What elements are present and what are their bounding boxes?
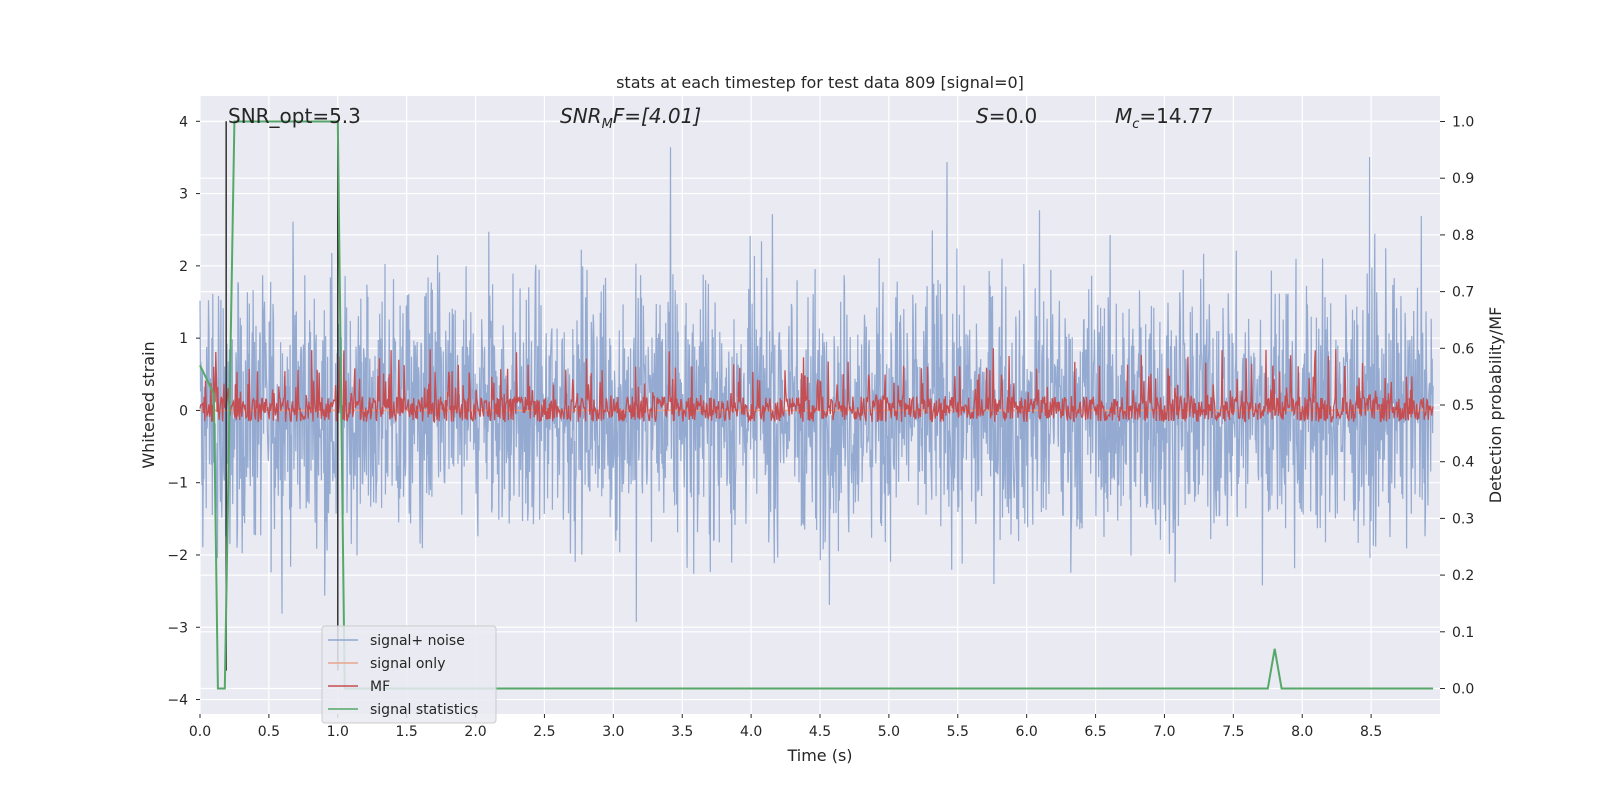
x-axis-label: Time (s) <box>786 746 852 765</box>
mc-symbol: M <box>1115 104 1132 128</box>
x-tick-label: 3.0 <box>602 724 624 740</box>
y-right-tick-label: 0.7 <box>1452 285 1474 301</box>
x-axis-ticks: 0.0 0.5 1.0 1.5 2.0 2.5 3.0 3.5 4.0 4.5 5.0 5.5 6.0 6… <box>189 714 1382 740</box>
x-tick-label: 6.5 <box>1084 724 1106 740</box>
snr-mf-rest: F=[4.01] <box>613 104 701 128</box>
x-tick-label: 1.5 <box>396 724 418 740</box>
s-symbol: S <box>976 104 989 128</box>
series-signal-noise <box>199 147 1434 622</box>
x-tick-label: 0.0 <box>189 724 211 740</box>
mc-subscript: c <box>1132 117 1139 132</box>
x-tick-label: 2.0 <box>464 724 486 740</box>
snr-mf-subscript: M <box>602 117 613 132</box>
x-tick-label: 4.5 <box>809 724 831 740</box>
x-tick-label: 5.5 <box>947 724 969 740</box>
x-tick-label: 7.5 <box>1222 724 1244 740</box>
x-tick-label: 6.0 <box>1016 724 1038 740</box>
annotation-snr-mf: SNRMF=[4.01] <box>560 104 701 132</box>
x-tick-label: 7.0 <box>1153 724 1175 740</box>
y-right-tick-label: 0.1 <box>1452 625 1474 641</box>
y-right-tick-label: 0.0 <box>1452 681 1474 697</box>
annotation-mc: Mc=14.77 <box>1115 104 1213 132</box>
noise-trace <box>199 147 1434 622</box>
x-tick-label: 8.5 <box>1360 724 1382 740</box>
annotation-snr-opt: SNR_opt=5.3 <box>228 104 361 128</box>
y-left-axis-ticks: 4 3 2 1 0 −1 −2 −3 −4 <box>167 114 200 709</box>
legend-label-stats: signal statistics <box>370 702 478 718</box>
x-tick-label: 1.0 <box>327 724 349 740</box>
x-tick-label: 5.0 <box>878 724 900 740</box>
y-right-tick-label: 0.4 <box>1452 455 1474 471</box>
y-left-tick-label: −4 <box>167 693 188 709</box>
y-right-tick-label: 0.6 <box>1452 341 1474 357</box>
stats-line <box>199 120 1434 690</box>
mc-rest: =14.77 <box>1139 104 1213 128</box>
annotation-s: S=0.0 <box>976 104 1037 128</box>
y-right-tick-label: 0.2 <box>1452 568 1474 584</box>
x-tick-label: 8.0 <box>1291 724 1313 740</box>
chart-title: stats at each timestep for test data 809… <box>616 73 1024 92</box>
y-right-tick-label: 0.5 <box>1452 398 1474 414</box>
x-tick-label: 4.0 <box>740 724 762 740</box>
series-signal-statistics <box>199 120 1434 690</box>
y-right-tick-label: 0.3 <box>1452 511 1474 527</box>
y-left-tick-label: 1 <box>179 331 188 347</box>
x-tick-label: 2.5 <box>533 724 555 740</box>
y-left-tick-label: −3 <box>167 620 188 636</box>
y-right-tick-label: 0.9 <box>1452 171 1474 187</box>
y-left-tick-label: 0 <box>179 403 188 419</box>
y-right-tick-label: 0.8 <box>1452 228 1474 244</box>
y-right-axis-label: Detection probability/MF <box>1486 307 1505 504</box>
y-left-axis-label: Whitened strain <box>139 341 158 468</box>
x-tick-label: 0.5 <box>258 724 280 740</box>
y-left-tick-label: −2 <box>167 548 188 564</box>
series-mf <box>199 348 1434 424</box>
y-left-tick-label: 2 <box>179 259 188 275</box>
legend-box <box>321 625 497 724</box>
legend-label-noise: signal+ noise <box>370 633 465 649</box>
snr-mf-symbol: SNR <box>560 104 602 128</box>
y-right-axis-ticks: 1.0 0.9 0.8 0.7 0.6 0.5 0.4 0.3 0.2 0.1 0.0 <box>1440 115 1474 697</box>
y-right-tick-label: 1.0 <box>1452 115 1474 131</box>
s-rest: =0.0 <box>989 104 1038 128</box>
y-left-tick-label: 3 <box>179 187 188 203</box>
legend: signal+ noise signal only MF signal stat… <box>321 625 497 724</box>
x-tick-label: 3.5 <box>671 724 693 740</box>
y-left-tick-label: 4 <box>179 114 188 130</box>
mf-trace <box>199 348 1434 424</box>
legend-label-signal-only: signal only <box>370 656 445 672</box>
y-left-tick-label: −1 <box>167 476 188 492</box>
legend-label-mf: MF <box>370 679 390 695</box>
